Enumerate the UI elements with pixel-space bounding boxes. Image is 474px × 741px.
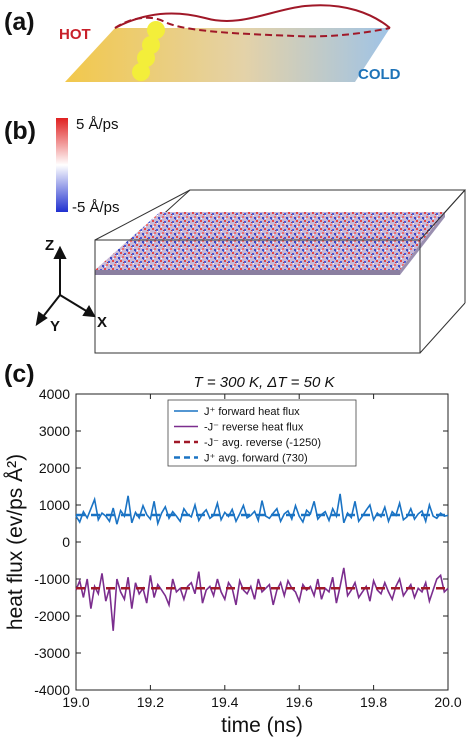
legend-entry: -J⁻ reverse heat flux <box>204 422 304 434</box>
atom-4 <box>132 63 150 81</box>
panel-a-illustration <box>65 4 391 82</box>
axes-triad <box>35 245 96 327</box>
axis-y-label: Y <box>50 318 61 335</box>
legend-entry: J⁺ forward heat flux <box>204 406 300 418</box>
y-tick-label: -1000 <box>34 571 70 587</box>
cold-label: COLD <box>358 66 401 83</box>
series-line-1 <box>75 567 449 631</box>
velocity-field-slab <box>95 212 445 270</box>
y-tick-label: 4000 <box>39 386 70 402</box>
chart-title: T = 300 K, ΔT = 50 K <box>194 374 336 391</box>
axis-x-label: X <box>97 314 108 331</box>
legend: J⁺ forward heat flux -J⁻ reverse heat flu… <box>167 399 357 467</box>
heat-flux-chart: T = 300 K, ΔT = 50 K 4000 3000 2000 1000 0 -1… <box>4 374 462 737</box>
heat-gradient-slab <box>65 28 390 82</box>
x-tick-label: 19.6 <box>286 694 313 710</box>
colorbar-min-label: -5 Å/ps <box>72 199 120 216</box>
atom-1 <box>147 21 165 39</box>
panel-b-label: (b) <box>4 117 36 145</box>
x-tick-label: 19.4 <box>211 694 238 710</box>
y-tick-label: 0 <box>62 534 70 550</box>
x-axis-label: time (ns) <box>221 714 303 737</box>
panel-c-label: (c) <box>4 360 35 388</box>
x-tick-label: 19.0 <box>62 694 89 710</box>
y-tick-label: -2000 <box>34 608 70 624</box>
atom-3 <box>137 49 155 67</box>
legend-entry: -J⁻ avg. reverse (-1250) <box>204 437 321 449</box>
x-axis-ticks: 19.0 19.2 19.4 19.6 19.8 20.0 <box>62 394 462 710</box>
hot-wave-dashed <box>114 16 391 38</box>
y-tick-label: 2000 <box>39 460 70 476</box>
series-layer <box>75 493 449 631</box>
y-tick-label: 3000 <box>39 423 70 439</box>
y-axis-label: heat flux (ev/ps Å²) <box>4 454 27 630</box>
y-tick-label: 1000 <box>39 497 70 513</box>
legend-entry: J⁺ avg. forward (730) <box>204 453 308 465</box>
x-tick-label: 19.8 <box>360 694 387 710</box>
y-tick-label: -4000 <box>34 682 70 698</box>
md-slab-3d-view <box>35 189 467 354</box>
legend-box <box>167 399 357 467</box>
y-axis-ticks: 4000 3000 2000 1000 0 -1000 -2000 -3000 -4000 <box>34 386 448 698</box>
axis-z-label: Z <box>45 237 55 254</box>
x-tick-label: 20.0 <box>434 694 461 710</box>
hot-label: HOT <box>59 26 91 43</box>
colorbar-max-label: 5 Å/ps <box>76 116 119 133</box>
x-tick-label: 19.2 <box>137 694 164 710</box>
panel-a-label: (a) <box>4 8 35 36</box>
colorbar <box>56 118 68 212</box>
y-tick-label: -3000 <box>34 645 70 661</box>
hot-wave-solid <box>114 4 391 29</box>
